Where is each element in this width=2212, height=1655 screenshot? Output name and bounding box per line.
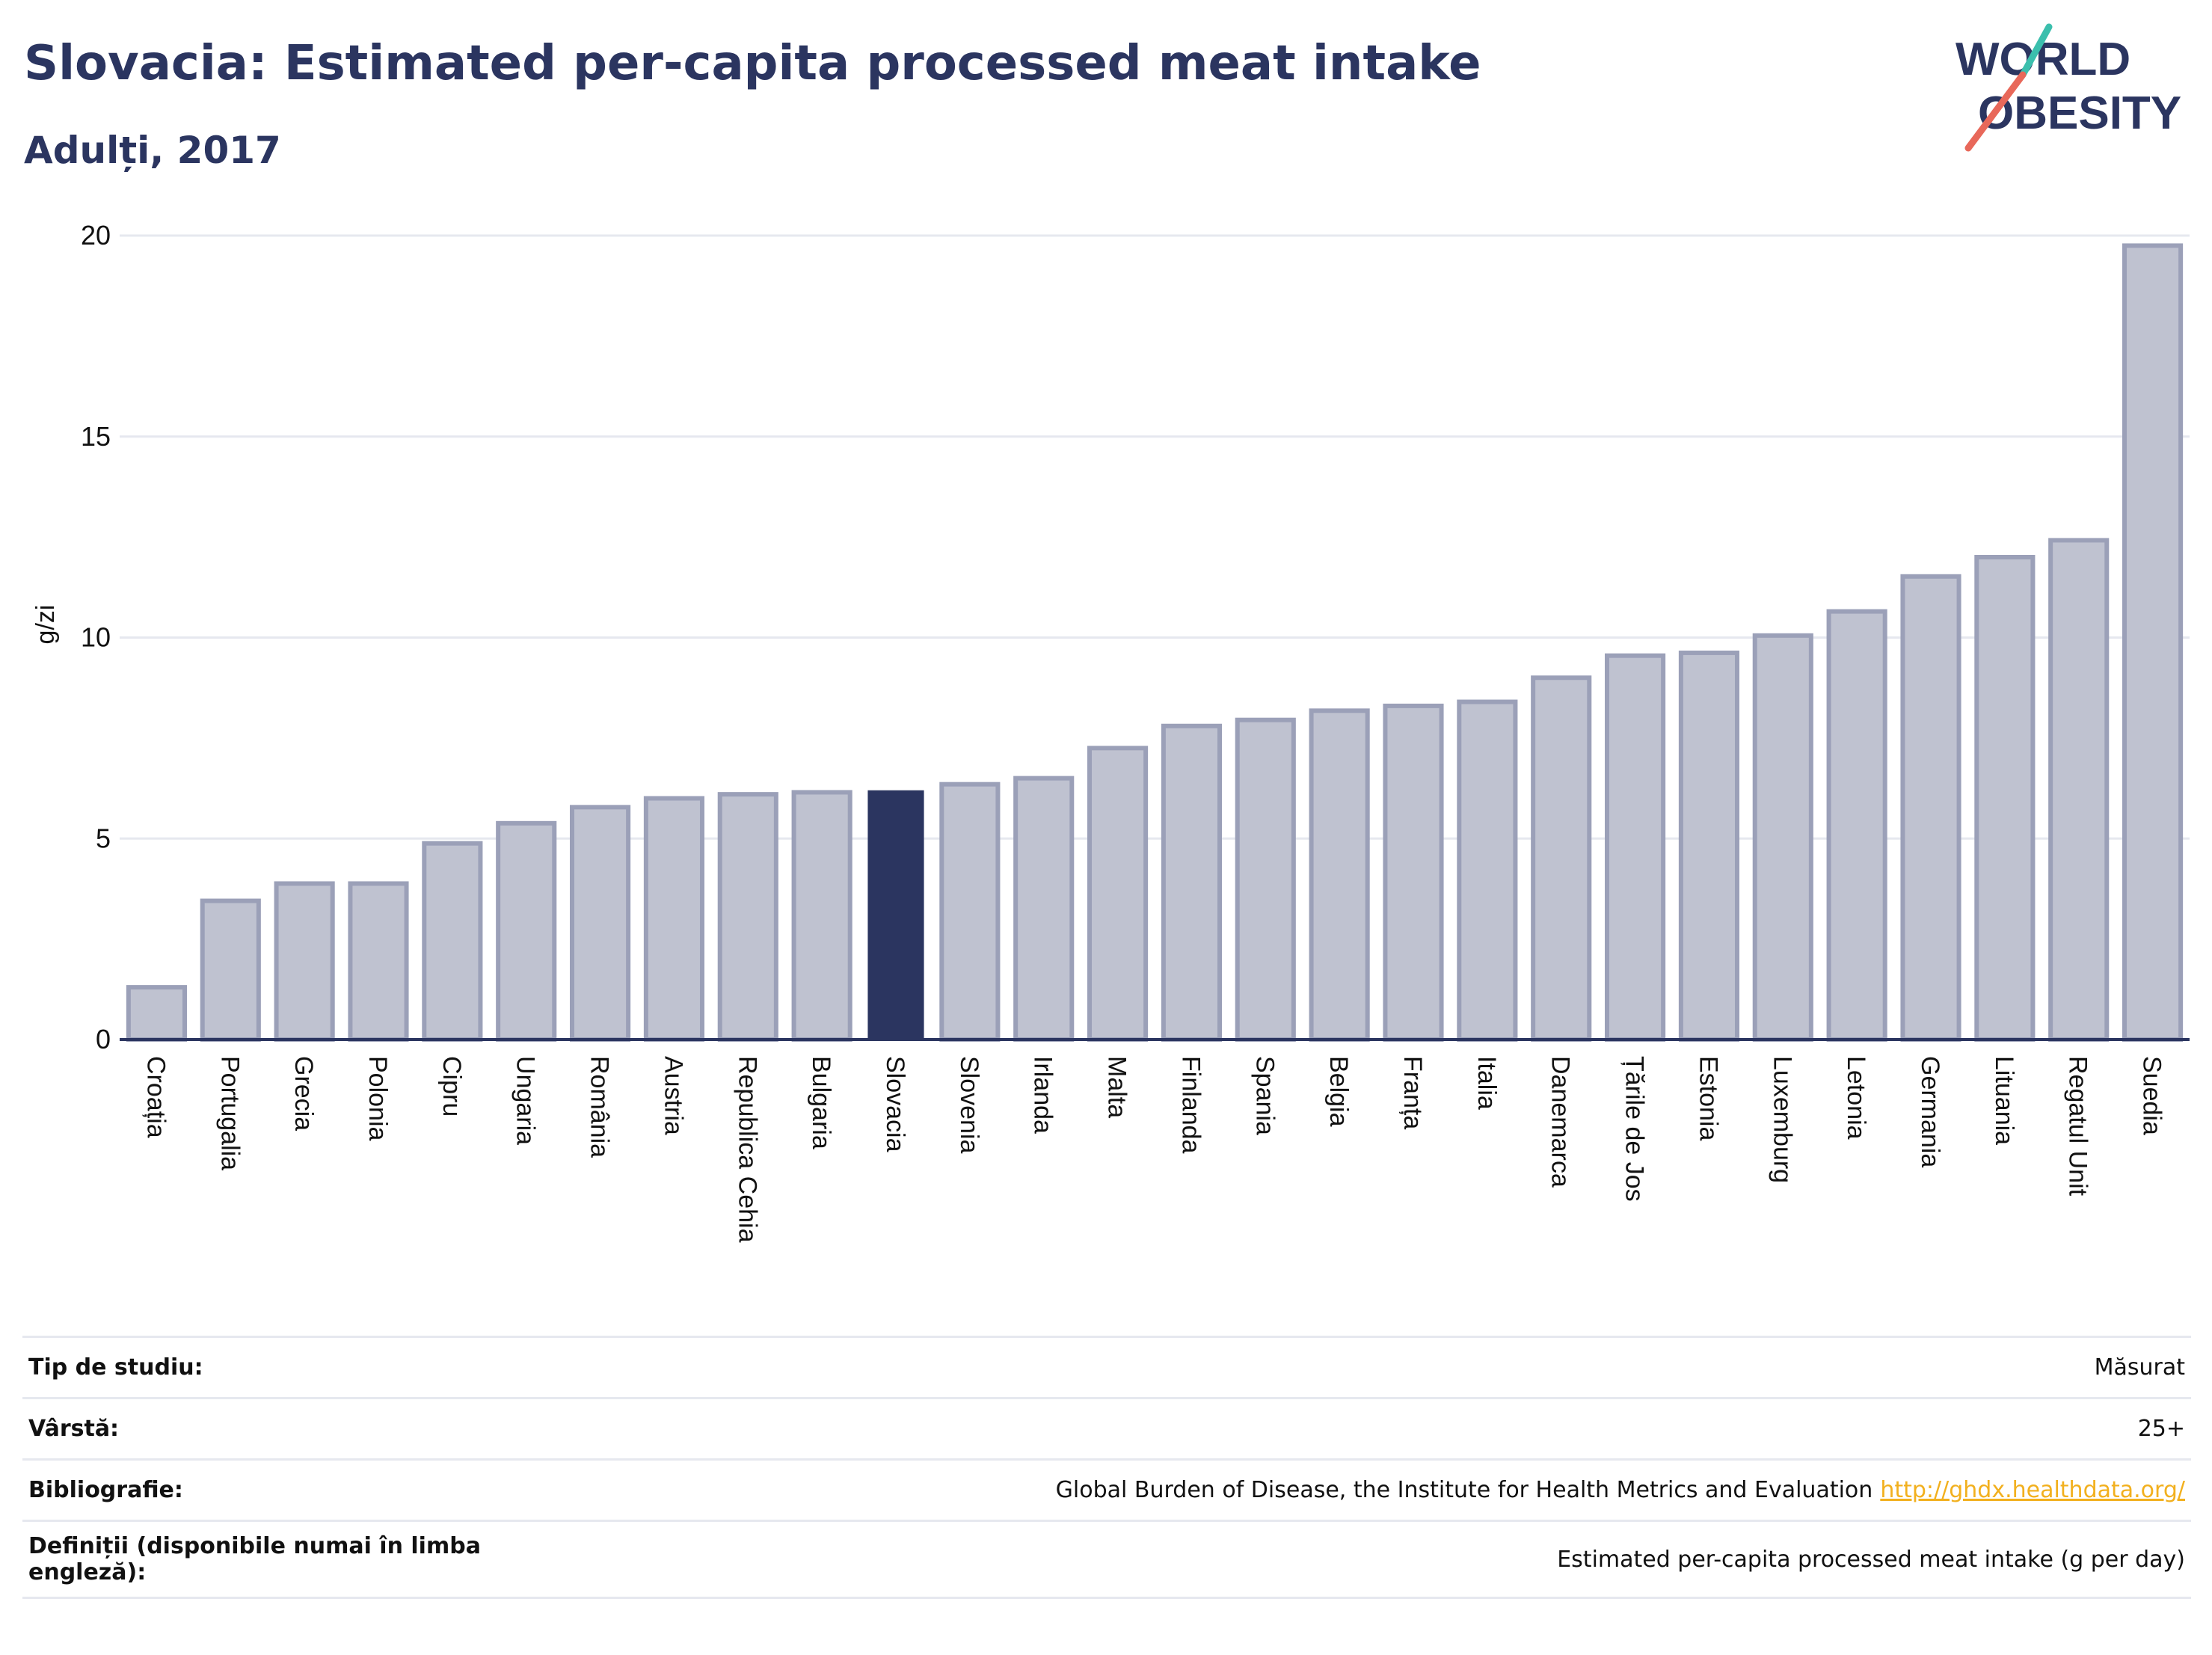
bar-republica-cehia[interactable]: [717, 792, 778, 1042]
bar-germania[interactable]: [1900, 574, 1961, 1042]
x-tick-label: Slovacia: [881, 1056, 909, 1152]
x-tick-label: Malta: [1103, 1056, 1131, 1118]
x-tick-label: Bulgaria: [807, 1056, 835, 1149]
logo-slash-teal: [2019, 23, 2053, 79]
meta-label: Bibliografie:: [22, 1458, 513, 1521]
x-tick-label: Slovenia: [955, 1056, 983, 1154]
x-tick-label: Danemarca: [1546, 1056, 1575, 1188]
x-tick-label: Croația: [141, 1056, 170, 1138]
bar-luxemburg[interactable]: [1752, 633, 1813, 1042]
bar-croația[interactable]: [126, 985, 187, 1042]
x-tick-label: Italia: [1472, 1056, 1501, 1110]
x-tick-label: Ungaria: [511, 1056, 540, 1145]
bar-suedia[interactable]: [2122, 243, 2184, 1042]
x-tick-label: Regatul Unit: [2064, 1056, 2092, 1197]
y-tick-label: 5: [96, 823, 111, 853]
meta-value: Măsurat: [513, 1336, 2191, 1398]
x-tick-label: Austria: [659, 1056, 687, 1135]
meta-label: Tip de studiu:: [22, 1336, 513, 1398]
source-link[interactable]: http://ghdx.healthdata.org/: [1880, 1477, 2185, 1503]
x-tick-label: Polonia: [363, 1056, 392, 1141]
bar-polonia[interactable]: [348, 881, 409, 1042]
x-tick-label: Grecia: [289, 1056, 318, 1131]
x-tick-label: Belgia: [1324, 1056, 1353, 1127]
x-tick-label: Cipru: [437, 1056, 466, 1117]
bar-austria[interactable]: [643, 796, 704, 1042]
x-tick-label: Spania: [1250, 1056, 1279, 1135]
bar-belgia[interactable]: [1309, 708, 1370, 1042]
x-tick-label: Estonia: [1694, 1056, 1722, 1140]
bar-layer: [126, 243, 2184, 1042]
x-tick-label: Lituania: [1990, 1056, 2018, 1145]
meta-value: Global Burden of Disease, the Institute …: [1055, 1477, 1873, 1503]
x-tick-label: Franța: [1398, 1056, 1427, 1129]
meta-value: Estimated per-capita processed meat inta…: [513, 1520, 2191, 1599]
bar-franța[interactable]: [1383, 703, 1444, 1042]
bar-slovacia[interactable]: [867, 790, 924, 1040]
bar-danemarca[interactable]: [1531, 675, 1592, 1042]
meta-row-definitions: Definiții (disponibile numai în limba en…: [22, 1520, 2191, 1599]
meta-label: Vârstă:: [22, 1397, 513, 1460]
y-tick-label: 0: [96, 1024, 111, 1054]
bar-chart: 0 5 10 15 20 Croația Portugalia Grecia Polonia Ci…: [31, 220, 2190, 1243]
bar-finlanda[interactable]: [1161, 723, 1222, 1042]
bar-ungaria[interactable]: [496, 820, 557, 1042]
bar-slovenia[interactable]: [939, 782, 1001, 1042]
bar-estonia[interactable]: [1678, 650, 1739, 1042]
x-tick-label: Letonia: [1842, 1056, 1870, 1140]
x-tick-label: Republica Cehia: [733, 1056, 761, 1243]
bar-regatul-unit[interactable]: [2048, 538, 2110, 1042]
bar-spania[interactable]: [1235, 717, 1296, 1042]
x-tick-label: Luxemburg: [1768, 1056, 1796, 1183]
bar-țările-de-jos[interactable]: [1605, 653, 1666, 1042]
bar-grecia[interactable]: [274, 881, 335, 1042]
world-obesity-logo: WORLD OBESITY: [1956, 23, 2181, 152]
meta-value-cell: Global Burden of Disease, the Institute …: [513, 1458, 2191, 1521]
logo-slash-red: [1964, 71, 2027, 152]
logo-word-obesity: OBESITY: [1978, 87, 2181, 139]
bar-românia[interactable]: [570, 805, 631, 1042]
bar-letonia[interactable]: [1826, 609, 1887, 1042]
y-axis-label: g/zi: [31, 605, 60, 645]
bar-malta[interactable]: [1087, 746, 1149, 1042]
chart-subtitle: Adulți, 2017: [24, 129, 281, 172]
meta-row-age: Vârstă: 25+: [22, 1397, 2191, 1460]
y-tick-label: 20: [81, 220, 111, 251]
bar-irlanda[interactable]: [1013, 776, 1075, 1042]
chart-title: Slovacia: Estimated per-capita processed…: [24, 36, 1481, 91]
x-tick-label: România: [586, 1056, 614, 1158]
bar-lituania[interactable]: [1974, 555, 2036, 1042]
bar-italia[interactable]: [1457, 699, 1518, 1042]
meta-label: Definiții (disponibile numai în limba en…: [22, 1520, 513, 1599]
bar-cipru[interactable]: [422, 841, 483, 1042]
meta-value: 25+: [513, 1397, 2191, 1460]
metadata-table: Tip de studiu: Măsurat Vârstă: 25+ Bibli…: [22, 1336, 2191, 1599]
meta-row-study-type: Tip de studiu: Măsurat: [22, 1336, 2191, 1398]
x-tick-label: Finlanda: [1176, 1056, 1205, 1154]
y-tick-label: 15: [81, 421, 111, 452]
bar-bulgaria[interactable]: [791, 790, 852, 1042]
bar-portugalia[interactable]: [200, 898, 261, 1042]
axis-layer: 0 5 10 15 20 Croația Portugalia Grecia Polonia Ci…: [81, 220, 2190, 1243]
meta-row-bibliography: Bibliografie: Global Burden of Disease, …: [22, 1458, 2191, 1521]
x-tick-label: Irlanda: [1029, 1056, 1057, 1134]
x-tick-label: Țările de Jos: [1620, 1056, 1649, 1202]
x-tick-label: Germania: [1916, 1056, 1944, 1167]
x-tick-label: Portugalia: [215, 1056, 244, 1170]
x-tick-label: Suedia: [2138, 1056, 2166, 1135]
y-tick-label: 10: [81, 622, 111, 653]
